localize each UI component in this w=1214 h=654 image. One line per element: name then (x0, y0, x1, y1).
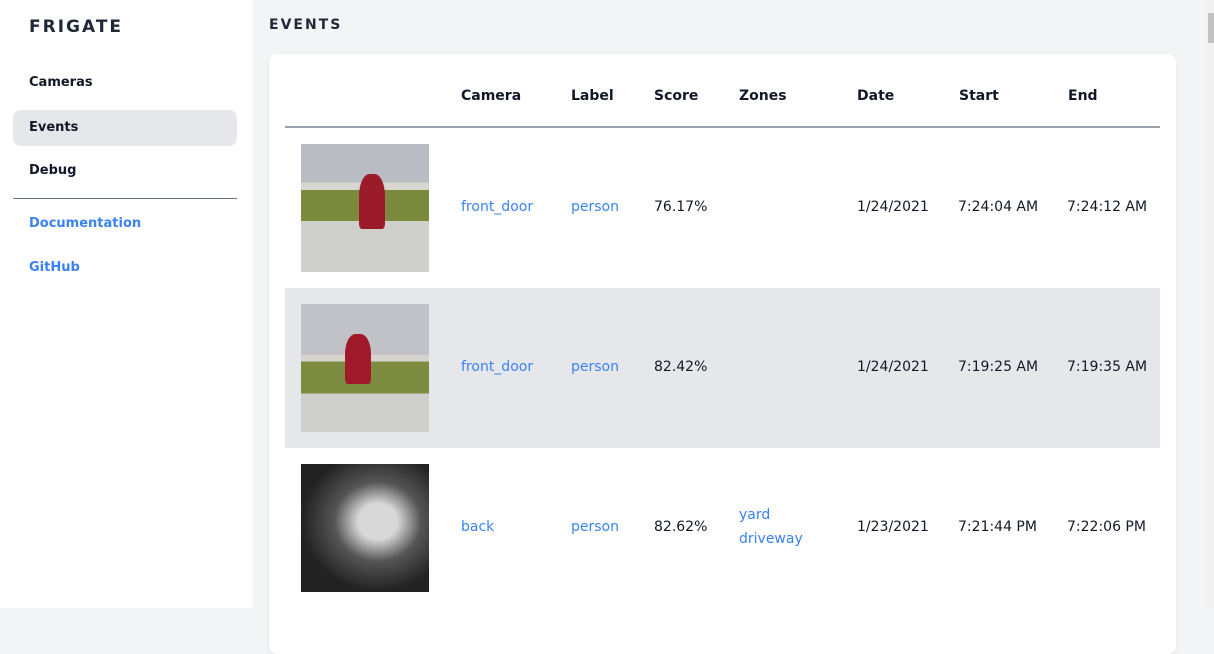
table-row[interactable]: front_door person 82.42% 1/24/2021 7:19:… (285, 288, 1160, 448)
link-documentation[interactable]: Documentation (29, 216, 142, 231)
camera-link[interactable]: front_door (461, 199, 534, 215)
event-thumbnail[interactable] (301, 464, 429, 592)
label-link[interactable]: person (571, 199, 619, 215)
header-zones: Zones (739, 88, 787, 104)
end-time: 7:24:12 AM (1067, 199, 1148, 215)
event-thumbnail[interactable] (301, 144, 429, 272)
scrollbar[interactable] (1206, 0, 1214, 608)
header-camera: Camera (461, 88, 522, 104)
header-label: Label (571, 88, 614, 104)
end-time: 7:22:06 PM (1067, 519, 1146, 535)
date: 1/23/2021 (857, 519, 929, 535)
start-time: 7:19:25 AM (958, 359, 1039, 375)
header-score: Score (654, 88, 699, 104)
score: 76.17% (654, 199, 708, 215)
table-row[interactable]: front_door person 76.17% 1/24/2021 7:24:… (285, 128, 1160, 288)
sidebar: FRIGATE Cameras Events Debug Documentati… (0, 0, 253, 608)
scrollbar-thumb[interactable] (1208, 13, 1214, 43)
zone-link[interactable]: yard (739, 507, 771, 523)
camera-link[interactable]: back (461, 519, 495, 535)
header-end: End (1068, 88, 1098, 104)
score: 82.62% (654, 519, 708, 535)
label-link[interactable]: person (571, 359, 619, 375)
sidebar-item-cameras[interactable]: Cameras (29, 75, 93, 90)
sidebar-item-debug[interactable]: Debug (29, 163, 77, 178)
start-time: 7:21:44 PM (958, 519, 1037, 535)
date: 1/24/2021 (857, 359, 929, 375)
end-time: 7:19:35 AM (1067, 359, 1148, 375)
table-row[interactable]: back person 82.62% yard driveway 1/23/20… (285, 448, 1160, 608)
page-title: EVENTS (269, 17, 343, 33)
header-divider (285, 126, 1160, 128)
sidebar-item-events[interactable]: Events (13, 110, 237, 146)
event-thumbnail[interactable] (301, 304, 429, 432)
header-date: Date (857, 88, 895, 104)
zone-link[interactable]: driveway (739, 531, 803, 547)
sidebar-divider (13, 198, 237, 199)
header-start: Start (959, 88, 999, 104)
link-github[interactable]: GitHub (29, 260, 80, 275)
score: 82.42% (654, 359, 708, 375)
date: 1/24/2021 (857, 199, 929, 215)
start-time: 7:24:04 AM (958, 199, 1039, 215)
label-link[interactable]: person (571, 519, 619, 535)
brand-logo: FRIGATE (29, 17, 124, 37)
camera-link[interactable]: front_door (461, 359, 534, 375)
